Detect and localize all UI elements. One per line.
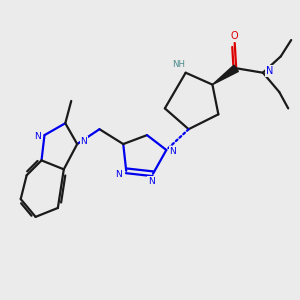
Text: N: N: [80, 137, 87, 146]
Text: NH: NH: [172, 60, 185, 69]
Text: N: N: [116, 170, 122, 179]
Text: N: N: [169, 147, 176, 156]
Polygon shape: [212, 65, 238, 85]
Text: N: N: [34, 132, 40, 141]
Text: O: O: [231, 32, 238, 41]
Text: N: N: [266, 66, 273, 76]
Text: N: N: [148, 177, 155, 186]
